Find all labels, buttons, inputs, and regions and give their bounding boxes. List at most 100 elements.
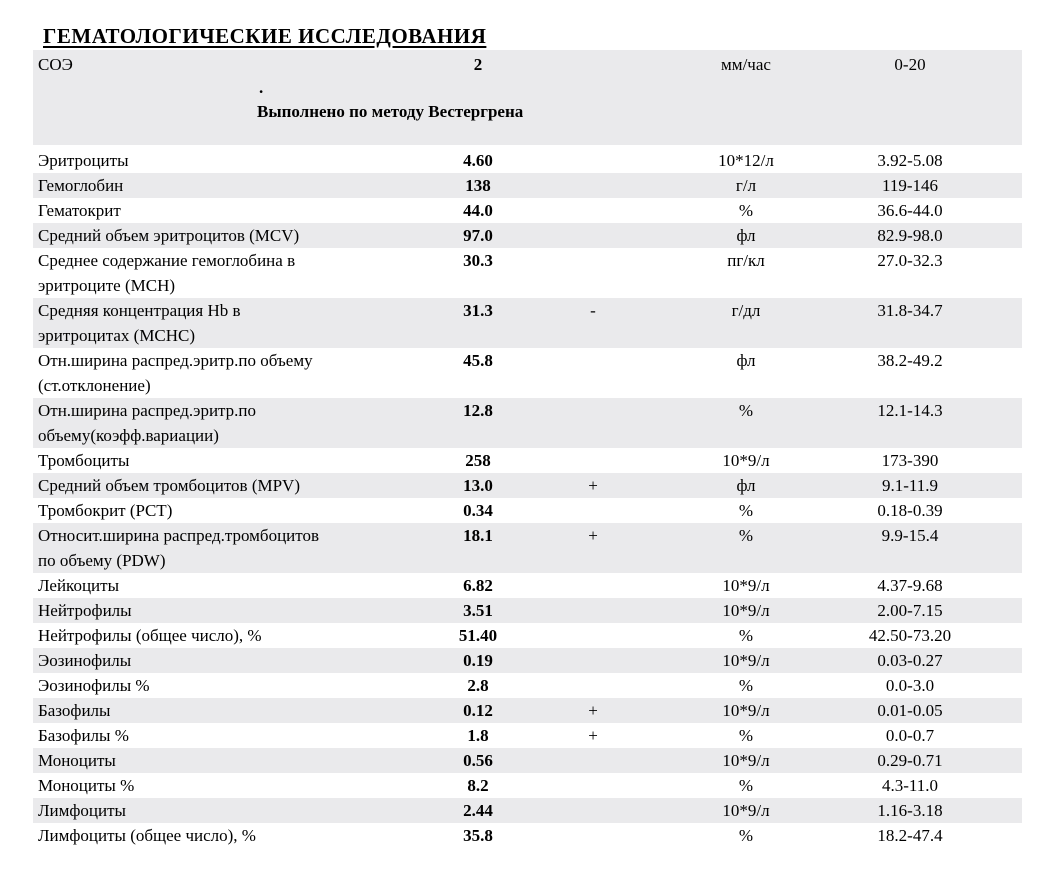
test-units: % [738,626,754,645]
page-title: ГЕМАТОЛОГИЧЕСКИЕ ИССЛЕДОВАНИЯ [43,24,487,48]
test-name: Гематокрит [38,201,121,220]
test-value: 0.12 [463,701,493,720]
test-flag: + [588,726,598,745]
test-name: Гемоглобин [38,176,124,195]
test-units: фл [736,476,756,495]
test-name: СОЭ [38,55,73,74]
result-row: Нейтрофилы 3.51 10*9/л 2.00-7.15 [33,598,1022,623]
result-row: Моноциты % 8.2 % 4.3-11.0 [33,773,1022,798]
test-units: 10*9/л [722,601,770,620]
test-name: Лимфоциты [38,801,126,820]
result-row: Эритроциты 4.60 10*12/л 3.92-5.08 [33,148,1022,173]
result-row: Тромбокрит (PCT) 0.34 % 0.18-0.39 [33,498,1022,523]
test-name: Тромбоциты [38,451,130,470]
test-name: Моноциты % [38,776,135,795]
test-reference-range: 27.0-32.3 [877,251,943,270]
test-reference-range: 0.29-0.71 [877,751,943,770]
test-units: % [738,776,754,795]
test-reference-range: 0-20 [894,55,926,74]
result-row: Базофилы % 1.8 + % 0.0-0.7 [33,723,1022,748]
test-units: % [738,201,754,220]
test-units: 10*9/л [722,701,770,720]
result-row: Относит.ширина распред.тромбоцитов по об… [33,523,1022,573]
test-value: 13.0 [463,476,493,495]
esr-method-note: Выполнено по методу Вестергрена [257,102,524,121]
test-name: Моноциты [38,751,116,770]
test-reference-range: 0.0-3.0 [885,676,935,695]
test-flag: + [588,701,598,720]
test-value: 3.51 [463,601,493,620]
test-units: мм/час [721,55,771,74]
result-row: Лейкоциты 6.82 10*9/л 4.37-9.68 [33,573,1022,598]
result-row: Отн.ширина распред.эритр.по объему (ст.о… [33,348,1022,398]
test-name: Нейтрофилы (общее число), % [38,626,262,645]
result-row: Средний объем эритроцитов (MCV) 97.0 фл … [33,223,1022,248]
result-row: Лимфоциты 2.44 10*9/л 1.16-3.18 [33,798,1022,823]
test-units: г/л [735,176,757,195]
test-units: 10*9/л [722,576,770,595]
result-row: Моноциты 0.56 10*9/л 0.29-0.71 [33,748,1022,773]
test-reference-range: 38.2-49.2 [877,351,943,370]
test-name: Средняя концентрация Hb в эритроцитах (M… [38,301,241,345]
test-value: 4.60 [463,151,493,170]
result-row: Эозинофилы 0.19 10*9/л 0.03-0.27 [33,648,1022,673]
test-reference-range: 4.37-9.68 [877,576,943,595]
test-units: 10*9/л [722,751,770,770]
test-reference-range: 9.1-11.9 [881,476,939,495]
test-reference-range: 0.0-0.7 [885,726,935,745]
test-reference-range: 1.16-3.18 [877,801,943,820]
test-units: 10*12/л [718,151,774,170]
results-table: Эритроциты 4.60 10*12/л 3.92-5.08 Гемогл… [33,148,1022,848]
test-units: % [738,676,754,695]
test-reference-range: 2.00-7.15 [877,601,943,620]
test-name: Лейкоциты [38,576,119,595]
result-row: Средняя концентрация Hb в эритроцитах (M… [33,298,1022,348]
test-value: 97.0 [463,226,493,245]
test-reference-range: 42.50-73.20 [868,626,952,645]
test-units: % [738,526,754,545]
test-reference-range: 12.1-14.3 [877,401,943,420]
test-value: 6.82 [463,576,493,595]
test-name: Средний объем тромбоцитов (MPV) [38,476,300,495]
test-reference-range: 82.9-98.0 [877,226,943,245]
result-row: Среднее содержание гемоглобина в эритроц… [33,248,1022,298]
test-name: Тромбокрит (PCT) [38,501,173,520]
result-row: Тромбоциты 258 10*9/л 173-390 [33,448,1022,473]
test-units: % [738,726,754,745]
test-name: Отн.ширина распред.эритр.по объему (ст.о… [38,351,313,395]
test-name: Нейтрофилы [38,601,132,620]
esr-section: СОЭ 2 мм/час 0-20 . Выполнено по методу … [33,50,1022,145]
test-value: 138 [465,176,491,195]
result-row: Средний объем тромбоцитов (MPV) 13.0 + ф… [33,473,1022,498]
test-value: 31.3 [463,301,493,320]
test-reference-range: 119-146 [881,176,939,195]
test-value: 0.19 [463,651,493,670]
test-value: 2.8 [467,676,489,695]
test-name: Отн.ширина распред.эритр.по объему(коэфф… [38,401,257,445]
result-row: Гематокрит 44.0 % 36.6-44.0 [33,198,1022,223]
test-reference-range: 4.3-11.0 [881,776,939,795]
test-value: 35.8 [463,826,493,845]
test-value: 18.1 [463,526,493,545]
result-row: Базофилы 0.12 + 10*9/л 0.01-0.05 [33,698,1022,723]
test-name: Базофилы [38,701,111,720]
test-reference-range: 3.92-5.08 [877,151,943,170]
test-name: Базофилы % [38,726,129,745]
test-reference-range: 18.2-47.4 [877,826,943,845]
test-units: 10*9/л [722,801,770,820]
test-value: 8.2 [467,776,489,795]
test-name: Относит.ширина распред.тромбоцитов по об… [38,526,320,570]
test-value: 1.8 [467,726,489,745]
test-flag: + [588,476,598,495]
result-row: Эозинофилы % 2.8 % 0.0-3.0 [33,673,1022,698]
test-value: 12.8 [463,401,493,420]
test-value: 258 [465,451,491,470]
test-value: 0.34 [463,501,493,520]
test-units: фл [736,226,756,245]
test-reference-range: 0.03-0.27 [877,651,943,670]
test-reference-range: 31.8-34.7 [877,301,943,320]
test-reference-range: 173-390 [881,451,939,470]
test-units: 10*9/л [722,651,770,670]
test-units: 10*9/л [722,451,770,470]
result-row: Нейтрофилы (общее число), % 51.40 % 42.5… [33,623,1022,648]
